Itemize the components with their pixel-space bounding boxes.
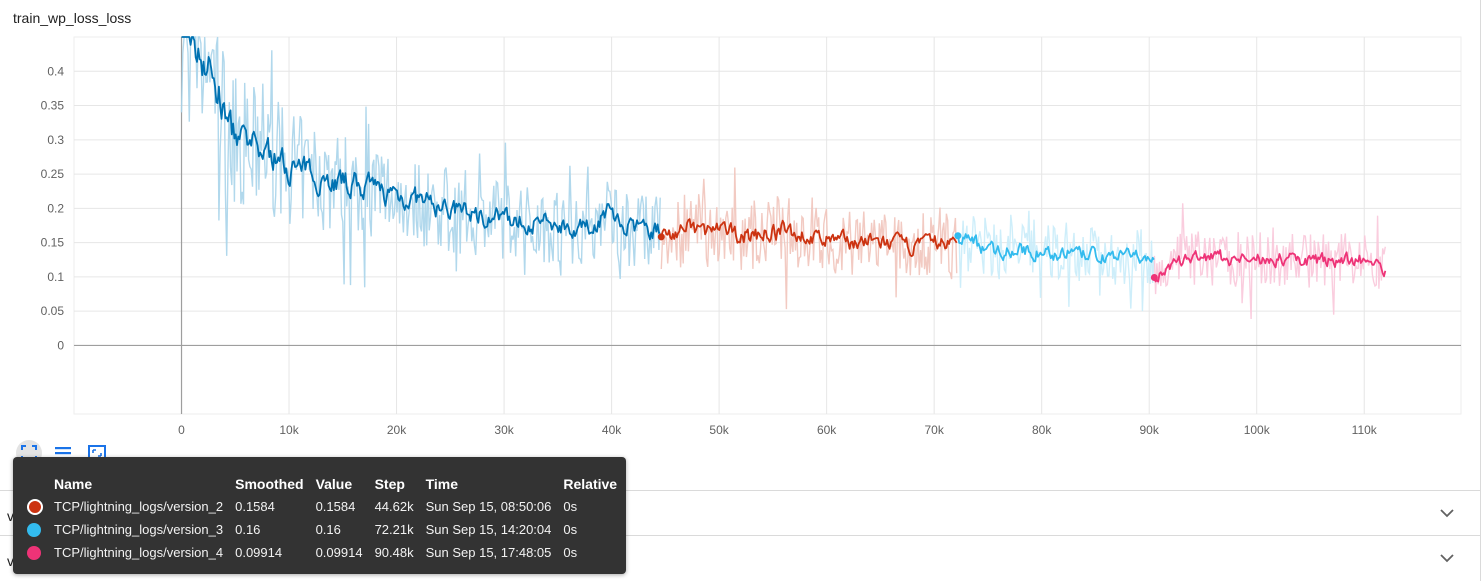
raw-series-line <box>660 167 958 310</box>
tooltip-smoothed: 0.16 <box>235 522 261 537</box>
x-tick-label: 50k <box>709 423 729 437</box>
raw-series-layer <box>180 36 1386 320</box>
series-color-dot <box>27 498 43 515</box>
series-layer <box>181 36 1387 283</box>
x-tick-label: 60k <box>817 423 837 437</box>
chart-tooltip: Name Smoothed Value Step Time Relative T… <box>13 457 626 574</box>
tooltip-color-cell <box>27 541 54 564</box>
tooltip-smoothed: 0.1584 <box>235 499 275 514</box>
tooltip-table: Name Smoothed Value Step Time Relative T… <box>27 476 629 564</box>
tooltip-step: 90.48k <box>374 545 414 560</box>
tooltip-value: 0.1584 <box>315 499 356 514</box>
y-tick-label: 0 <box>57 338 64 352</box>
tooltip-header-time: Time <box>425 476 459 492</box>
hover-point <box>657 233 665 241</box>
tooltip-header-smoothed: Smoothed <box>235 476 304 492</box>
tooltip-color-cell <box>27 495 54 518</box>
highlight-points <box>657 232 1158 281</box>
tooltip-relative: 0s <box>563 545 578 560</box>
y-tick-label: 0.3 <box>47 133 64 147</box>
raw-series-line <box>1153 203 1386 320</box>
tooltip-relative: 0s <box>563 499 578 514</box>
hover-point <box>954 232 962 240</box>
tooltip-time: Sun Sep 15, 14:20:04 <box>425 522 552 537</box>
x-tick-label: 20k <box>387 423 407 437</box>
x-tick-label: 110k <box>1352 423 1378 437</box>
tooltip-step: 72.21k <box>374 522 414 537</box>
series-line <box>181 36 661 241</box>
tooltip-run-name: TCP/lightning_logs/version_4 <box>54 545 224 560</box>
series-color-dot <box>27 546 41 561</box>
y-tick-label: 0.4 <box>47 64 64 78</box>
x-tick-label: 100k <box>1244 423 1271 437</box>
y-tick-label: 0.05 <box>41 304 65 318</box>
tooltip-header-color <box>27 476 54 495</box>
y-tick-label: 0.35 <box>41 99 65 113</box>
tooltip-header-step: Step <box>374 476 405 492</box>
tooltip-header-relative: Relative <box>563 476 618 492</box>
y-tick-label: 0.1 <box>47 270 64 284</box>
plot-area <box>73 36 1462 415</box>
x-tick-label: 40k <box>602 423 622 437</box>
tooltip-run-name: TCP/lightning_logs/version_2 <box>54 499 224 514</box>
series-line <box>957 233 1155 265</box>
line-chart[interactable]: 0 10k 20k 30k 40k 50k 60k 70k 80k 90k 100k 110k 0 0.… <box>0 30 1483 445</box>
series-color-dot <box>27 523 41 538</box>
tooltip-color-cell <box>27 518 54 541</box>
tooltip-header-name: Name <box>54 476 93 492</box>
y-tick-label: 0.2 <box>47 201 64 215</box>
x-tick-label: 30k <box>494 423 514 437</box>
tooltip-run-name: TCP/lightning_logs/version_3 <box>54 522 224 537</box>
tooltip-time: Sun Sep 15, 08:50:06 <box>425 499 552 514</box>
series-line <box>1153 249 1387 283</box>
chevron-down-icon[interactable] <box>1439 505 1455 521</box>
chart-grid <box>73 36 1462 415</box>
x-tick-label: 0 <box>178 423 185 437</box>
y-tick-label: 0.25 <box>41 167 65 181</box>
fit-domain-icon <box>21 445 37 461</box>
tooltip-value: 0.09914 <box>315 545 363 560</box>
tooltip-time: Sun Sep 15, 17:48:05 <box>425 545 552 560</box>
y-tick-label: 0.15 <box>41 236 65 250</box>
x-tick-label: 70k <box>924 423 944 437</box>
raw-series-line <box>180 36 661 288</box>
tooltip-row: TCP/lightning_logs/version_4 0.09914 0.0… <box>27 541 629 564</box>
card-border <box>1480 0 1481 581</box>
raw-series-line <box>957 210 1155 312</box>
tooltip-value: 0.16 <box>315 522 341 537</box>
x-tick-label: 80k <box>1032 423 1052 437</box>
x-axis-ticks: 0 10k 20k 30k 40k 50k 60k 70k 80k 90k 100k 110k <box>178 423 1378 437</box>
y-axis-ticks: 0 0.05 0.1 0.15 0.2 0.25 0.3 0.35 0.4 <box>41 64 65 352</box>
tooltip-row: TCP/lightning_logs/version_2 0.1584 0.15… <box>27 495 629 518</box>
tooltip-step: 44.62k <box>374 499 414 514</box>
series-line <box>660 218 958 257</box>
x-tick-label: 90k <box>1140 423 1160 437</box>
x-tick-label: 10k <box>279 423 299 437</box>
tooltip-row: TCP/lightning_logs/version_3 0.16 0.16 7… <box>27 518 629 541</box>
chevron-down-icon[interactable] <box>1439 550 1455 566</box>
tooltip-smoothed: 0.09914 <box>235 545 283 560</box>
hover-point <box>1150 273 1158 281</box>
chart-title: train_wp_loss_loss <box>13 10 132 26</box>
tooltip-relative: 0s <box>563 522 578 537</box>
tooltip-header-value: Value <box>315 476 353 492</box>
